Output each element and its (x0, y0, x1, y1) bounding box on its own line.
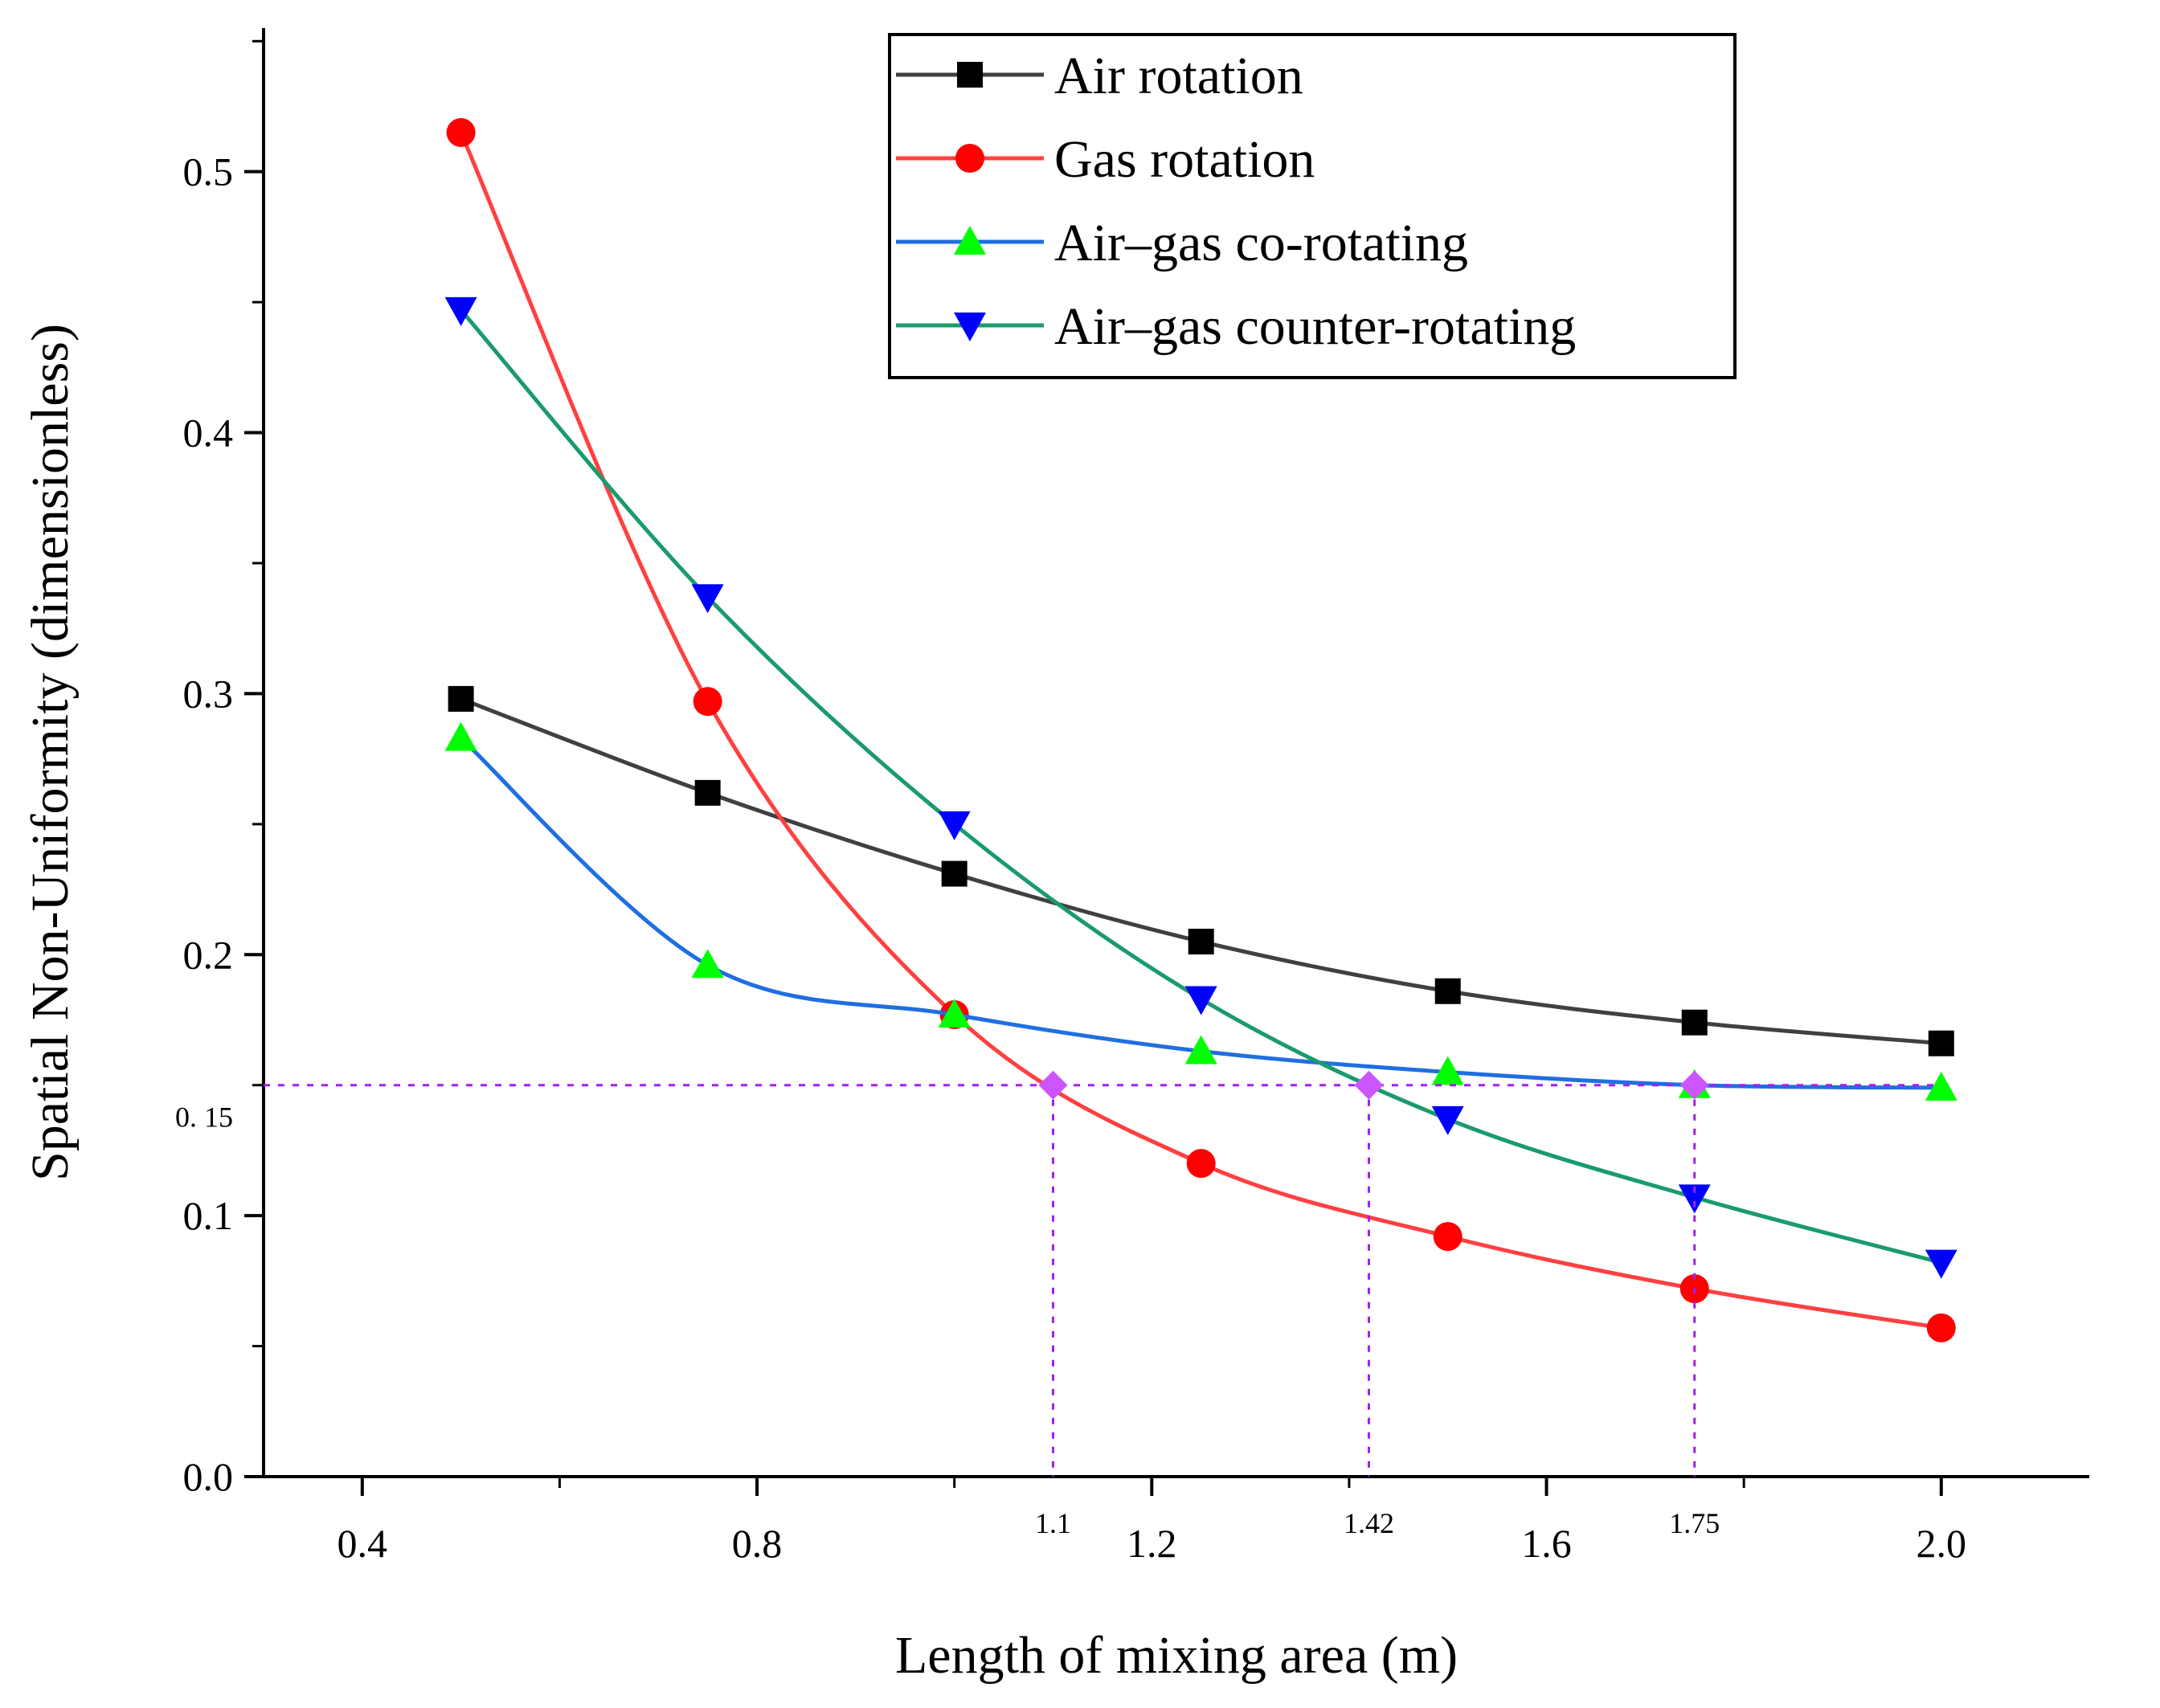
data-point (694, 779, 721, 806)
data-point (1184, 986, 1217, 1015)
y-tick-label: 0.1 (183, 1193, 234, 1238)
y-tick-label: 0.0 (183, 1454, 234, 1499)
legend-label: Gas rotation (1054, 130, 1315, 189)
data-point (1678, 1184, 1711, 1214)
legend-label: Air rotation (1054, 47, 1303, 105)
data-point (693, 687, 722, 717)
legend-marker (954, 313, 986, 341)
legend-marker (955, 144, 984, 173)
legend-item: Air–gas co-rotating (896, 214, 1468, 272)
x-tick-label: 2.0 (1917, 1521, 1967, 1566)
intersection-x-label: 1.1 (1035, 1507, 1071, 1539)
series-triangle-down (444, 296, 1958, 1279)
data-point (1925, 1249, 1958, 1279)
series-layer (444, 117, 1958, 1342)
legend-label: Air–gas co-rotating (1054, 214, 1468, 272)
data-point (444, 296, 477, 326)
data-point (446, 117, 476, 147)
data-point (1928, 1030, 1954, 1056)
legend-item: Gas rotation (896, 130, 1315, 189)
axes: 0.4 0.8 1.2 1.6 2.0 0.0 0.1 0.2 0.3 0.4 0.5 (183, 28, 2089, 1566)
data-point (1431, 1105, 1464, 1135)
intersection-marker (1354, 1070, 1384, 1100)
y-tick-label: 0.4 (183, 411, 234, 456)
legend-box (888, 33, 1737, 379)
data-point (448, 685, 474, 712)
legend-item: Air–gas counter-rotating (896, 297, 1576, 356)
data-point (1434, 978, 1461, 1004)
data-point (444, 721, 477, 751)
threshold-label: 0. 15 (175, 1101, 233, 1134)
y-axis-title: Spatial Non-Uniformity (dimensionless) (21, 324, 80, 1181)
x-tick-label: 0.4 (338, 1521, 388, 1566)
data-point (1926, 1313, 1956, 1342)
intersection-marker (1679, 1070, 1709, 1100)
data-point (938, 811, 971, 840)
data-point (1433, 1222, 1462, 1252)
x-tick-label: 1.6 (1521, 1521, 1572, 1566)
data-point (1925, 1071, 1958, 1101)
data-point (941, 860, 968, 887)
x-tick-label: 1.2 (1127, 1521, 1177, 1566)
y-tick-label: 0.5 (183, 149, 234, 194)
x-tick-label: 0.8 (732, 1521, 783, 1566)
threshold-annotations: 0. 15 1.1 1.42 1.75 (175, 1070, 1941, 1539)
legend-marker (954, 226, 986, 255)
series-line (459, 131, 1942, 1330)
series-line (459, 309, 1942, 1265)
legend-label: Air–gas counter-rotating (1054, 297, 1576, 356)
data-point (1188, 929, 1214, 955)
data-point (691, 584, 724, 614)
data-point (1184, 1035, 1217, 1064)
legend-marker (957, 62, 983, 88)
x-axis-title: Length of mixing area (m) (895, 1626, 1458, 1685)
intersection-marker (1038, 1070, 1068, 1100)
intersection-x-label: 1.42 (1344, 1507, 1394, 1539)
legend-item: Air rotation (896, 47, 1303, 105)
data-point (1186, 1149, 1216, 1179)
data-point (938, 998, 971, 1028)
data-point (691, 949, 724, 979)
intersection-x-label: 1.75 (1669, 1507, 1720, 1539)
y-tick-label: 0.3 (183, 671, 234, 716)
series-square (448, 685, 1954, 1056)
legend: Air rotation Gas rotation Air–gas co-rotat… (888, 33, 1737, 379)
data-point (1431, 1056, 1464, 1085)
data-point (1681, 1009, 1708, 1036)
y-tick-label: 0.2 (183, 932, 234, 977)
